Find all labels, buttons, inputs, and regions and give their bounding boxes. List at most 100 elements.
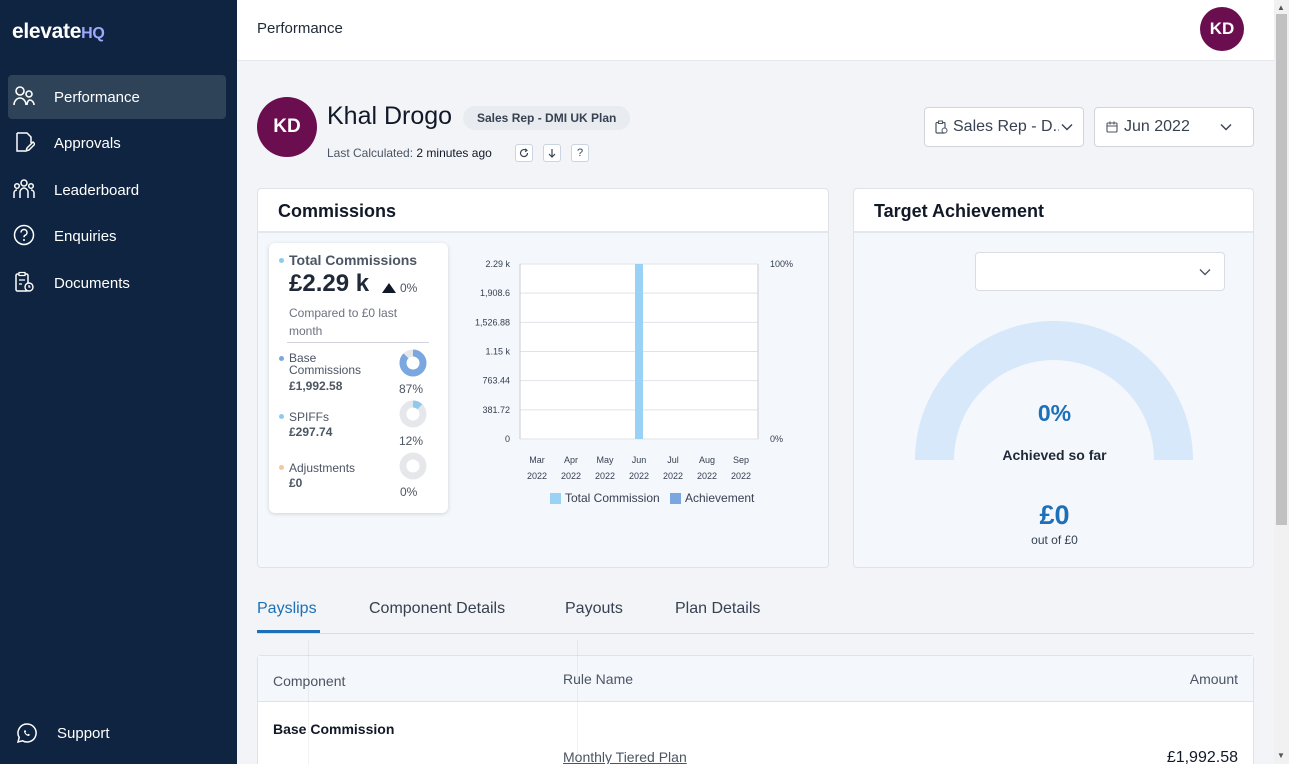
y-tick-label: 0	[505, 434, 510, 444]
sidebar-item-leaderboard[interactable]: Leaderboard	[8, 168, 226, 212]
question-circle-icon	[13, 224, 35, 246]
target-card-header: Target Achievement	[854, 189, 1253, 233]
tab-payouts[interactable]: Payouts	[565, 600, 623, 617]
logo-suffix-text: HQ	[81, 25, 105, 42]
spiffs-dot	[279, 414, 284, 419]
y2-tick-label: 100%	[770, 259, 793, 269]
download-arrow-icon	[548, 149, 556, 158]
x-tick-label: Aug	[699, 455, 715, 465]
adjustments-dot	[279, 465, 284, 470]
y-tick-label: 2.29 k	[485, 259, 510, 269]
compare-text: Compared to £0 last month	[289, 306, 398, 338]
sidebar-item-approvals[interactable]: Approvals	[8, 121, 226, 165]
scroll-down-icon[interactable]: ▼	[1277, 751, 1285, 760]
target-gauge	[915, 321, 1193, 460]
table-header: Component Rule Name Amount	[258, 656, 1253, 702]
chevron-down-icon	[1220, 124, 1232, 131]
sidebar-item-label: Performance	[54, 88, 140, 106]
tab-plan-details[interactable]: Plan Details	[675, 600, 761, 617]
x-tick-label: May	[596, 455, 614, 465]
plan-select[interactable]: Sales Rep - D...	[924, 107, 1084, 147]
x-tick-label: Mar	[529, 455, 545, 465]
x-tick-label: Apr	[564, 455, 578, 465]
target-achievement-card: Target Achievement 0% Achieved so far £0…	[853, 188, 1254, 568]
legend-swatch	[670, 493, 681, 504]
plan-select-value: Sales Rep - D...	[953, 118, 1059, 135]
x-tick-label: 2022	[629, 471, 649, 481]
base-commissions-dot	[279, 356, 284, 361]
base-commissions-amount: £1,992.58	[289, 379, 343, 393]
y-tick-label: 381.72	[482, 405, 510, 415]
support-label: Support	[57, 724, 110, 742]
legend-label: Achievement	[685, 491, 755, 505]
donut-chart	[399, 400, 427, 428]
app-logo[interactable]: elevateHQ	[12, 20, 105, 44]
commissions-card: Commissions Total Commissions £2.29 k 0%…	[257, 188, 829, 568]
x-tick-label: 2022	[663, 471, 683, 481]
spiffs-amount: £297.74	[289, 425, 333, 439]
last-calculated-value: 2 minutes ago	[416, 146, 492, 160]
period-select[interactable]: Jun 2022	[1094, 107, 1254, 147]
page-scrollbar[interactable]: ▲ ▼	[1274, 0, 1289, 764]
x-tick-label: Jun	[632, 455, 647, 465]
support-link[interactable]: Support	[16, 722, 110, 744]
sidebar-item-label: Documents	[54, 274, 130, 292]
refresh-button[interactable]	[515, 144, 533, 162]
component-group-label: Base Commission	[273, 721, 395, 737]
x-tick-label: 2022	[561, 471, 581, 481]
column-header-component[interactable]: Component	[273, 673, 346, 689]
clipboard-clock-icon	[15, 271, 34, 292]
x-tick-label: 2022	[595, 471, 615, 481]
help-button[interactable]: ?	[571, 144, 589, 162]
y2-tick-label: 0%	[770, 434, 783, 444]
target-select[interactable]	[975, 252, 1225, 291]
sidebar-item-performance[interactable]: Performance	[8, 75, 226, 119]
y-tick-label: 1,526.88	[475, 317, 510, 327]
commissions-title: Commissions	[278, 201, 397, 221]
x-tick-label: 2022	[527, 471, 547, 481]
bar	[635, 264, 643, 439]
commission-bar-chart: 2.29 k 1,908.6 1,526.88 1.15 k 763.44 381.72 0…	[475, 259, 793, 505]
tab-payslips[interactable]: Payslips	[257, 600, 317, 617]
rule-name-link[interactable]: Monthly Tiered Plan	[563, 749, 687, 764]
base-commissions-label: Base Commissions	[289, 351, 362, 377]
column-header-rule-name[interactable]: Rule Name	[563, 671, 634, 687]
legend-swatch	[550, 493, 561, 504]
profile-avatar: KD	[257, 97, 317, 157]
sidebar-item-enquiries[interactable]: Enquiries	[8, 214, 226, 258]
spiffs-label: SPIFFs	[289, 410, 330, 424]
people-icon	[13, 86, 35, 106]
change-percent: 0%	[400, 281, 418, 295]
scroll-up-icon[interactable]: ▲	[1277, 3, 1285, 12]
target-title: Target Achievement	[874, 201, 1045, 221]
y-tick-label: 1,908.6	[480, 288, 510, 298]
adjustments-pct: 0%	[400, 485, 418, 499]
payslips-table: Component Rule Name Amount Base Commissi…	[257, 655, 1254, 764]
scroll-thumb[interactable]	[1276, 14, 1287, 525]
row-amount: £1,992.58	[1166, 749, 1238, 764]
sidebar-item-label: Enquiries	[54, 227, 117, 245]
achieved-label: Achieved so far	[1002, 447, 1107, 463]
logo-main-text: elevate	[12, 20, 82, 43]
sidebar-item-label: Approvals	[54, 134, 121, 152]
tab-component-details[interactable]: Component Details	[369, 600, 506, 617]
legend-label: Total Commission	[565, 491, 660, 505]
x-tick-label: Sep	[733, 455, 749, 465]
donut-chart	[399, 349, 427, 377]
sidebar-item-documents[interactable]: Documents	[8, 261, 226, 305]
download-button[interactable]	[543, 144, 561, 162]
column-header-amount[interactable]: Amount	[1189, 671, 1238, 687]
active-tab-indicator	[257, 630, 320, 633]
chat-bubble-icon	[16, 723, 37, 744]
achieved-percent: 0%	[1037, 400, 1072, 426]
commission-stats-panel: Total Commissions £2.29 k 0% Compared to…	[269, 243, 448, 513]
column-resize-overlay	[308, 640, 578, 764]
divider	[287, 342, 429, 343]
x-tick-label: Jul	[667, 455, 679, 465]
x-tick-label: 2022	[697, 471, 717, 481]
tabs-divider	[257, 633, 1254, 634]
y-tick-label: 763.44	[482, 376, 510, 386]
user-avatar[interactable]: KD	[1200, 7, 1244, 51]
sidebar: elevateHQ Performance Approvals Leaderbo…	[0, 0, 237, 764]
total-commissions-dot	[279, 258, 284, 263]
